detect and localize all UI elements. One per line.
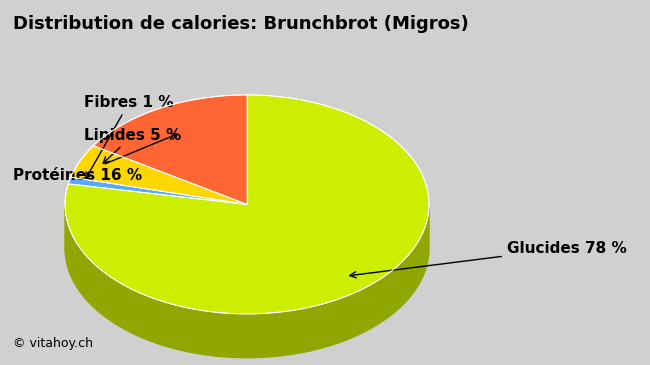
Polygon shape (71, 146, 247, 204)
Text: Lipides 5 %: Lipides 5 % (84, 127, 182, 163)
Polygon shape (94, 95, 247, 204)
Polygon shape (68, 177, 247, 204)
Polygon shape (65, 95, 429, 314)
Text: Protéines 16 %: Protéines 16 % (13, 134, 177, 183)
Text: Distribution de calories: Brunchbrot (Migros): Distribution de calories: Brunchbrot (Mi… (13, 15, 469, 32)
Text: Fibres 1 %: Fibres 1 % (84, 95, 174, 178)
Text: Glucides 78 %: Glucides 78 % (350, 241, 627, 278)
Text: © vitahoy.ch: © vitahoy.ch (13, 337, 93, 350)
Polygon shape (65, 205, 429, 358)
